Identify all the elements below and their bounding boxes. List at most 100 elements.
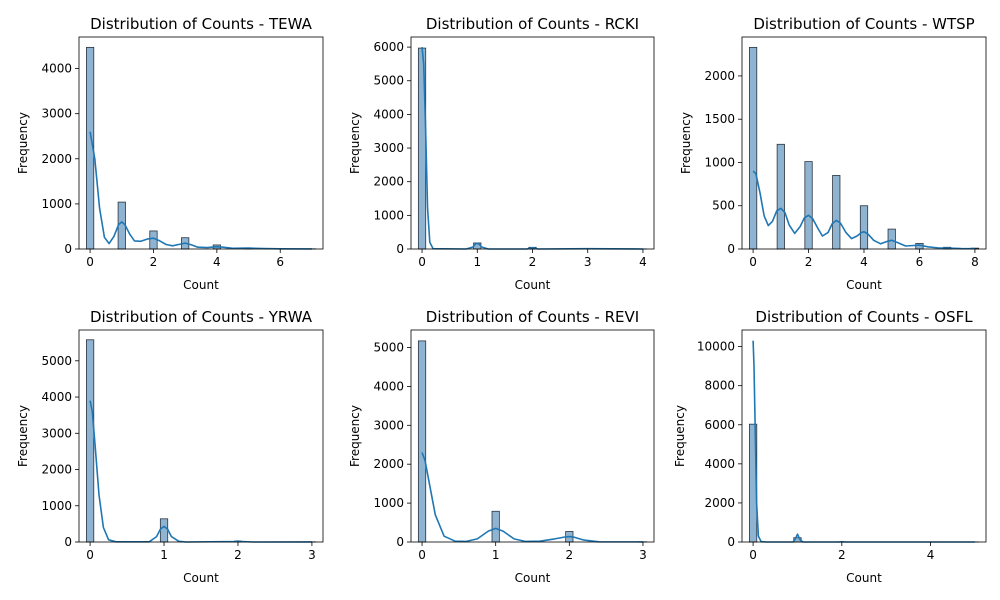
x-tick-label: 4 (860, 255, 868, 269)
y-tick-label: 2000 (41, 463, 72, 477)
y-tick-label: 4000 (41, 390, 72, 404)
y-tick-label: 4000 (41, 62, 72, 76)
x-tick-label: 0 (749, 255, 757, 269)
histogram-bar (491, 510, 500, 543)
chart-panel: 0 2 4 6 8 0 500 1000 1500 2000 Distribution of Cou… (679, 15, 987, 292)
chart-title: Distribution of Counts - OSFL (755, 308, 973, 326)
y-tick-label: 8000 (704, 379, 735, 393)
x-tick-label: 4 (213, 255, 221, 269)
histogram-bar (117, 201, 126, 250)
histogram-bar (85, 339, 95, 543)
chart-title: Distribution of Counts - WTSP (753, 15, 974, 33)
y-tick-label: 10000 (697, 340, 735, 354)
x-tick-label: 8 (971, 255, 979, 269)
chart-panel: 0 2 4 0 2000 4000 6000 8000 10000 Distribution of… (673, 308, 987, 585)
x-tick-label: 6 (916, 255, 924, 269)
y-axis-label: Frequency (16, 112, 30, 174)
x-tick-label: 2 (565, 548, 573, 562)
y-axis-label: Frequency (673, 405, 687, 467)
y-tick-label: 1000 (704, 155, 735, 169)
y-tick-label: 6000 (373, 40, 404, 54)
x-tick-label: 1 (160, 548, 168, 562)
y-tick-label: 5000 (373, 341, 404, 355)
x-axis-label: Count (183, 278, 219, 292)
y-tick-label: 4000 (373, 107, 404, 121)
y-tick-label: 5000 (41, 354, 72, 368)
histogram-bar (748, 46, 758, 250)
kde-line (421, 452, 644, 543)
y-tick-label: 2000 (373, 457, 404, 471)
y-tick-label: 6000 (704, 418, 735, 432)
kde-line (89, 400, 312, 543)
y-tick-label: 0 (727, 242, 735, 256)
chart-panel: 0 1 2 3 4 0 1000 2000 3000 4000 5000 6000 Distributi… (348, 15, 655, 292)
x-tick-label: 6 (276, 255, 284, 269)
y-tick-label: 3000 (41, 426, 72, 440)
y-tick-label: 4000 (373, 379, 404, 393)
y-tick-label: 500 (712, 199, 735, 213)
x-tick-label: 2 (150, 255, 158, 269)
chart-panel: 0 1 2 3 0 1000 2000 3000 4000 5000 Distribution of… (16, 308, 324, 585)
y-tick-label: 1500 (704, 112, 735, 126)
axes-frame (78, 329, 324, 543)
chart-title: Distribution of Counts - REVI (426, 308, 639, 326)
axes-frame (410, 36, 655, 250)
x-tick-label: 4 (927, 548, 935, 562)
y-tick-label: 0 (64, 242, 72, 256)
axes-frame (741, 329, 987, 543)
x-axis-label: Count (846, 571, 882, 585)
y-tick-label: 2000 (704, 69, 735, 83)
y-tick-label: 1000 (41, 197, 72, 211)
y-tick-label: 0 (396, 242, 404, 256)
y-tick-label: 2000 (41, 152, 72, 166)
y-axis-label: Frequency (16, 405, 30, 467)
x-tick-label: 1 (473, 255, 481, 269)
histogram-bar (159, 518, 169, 543)
x-tick-label: 1 (492, 548, 500, 562)
x-tick-label: 2 (529, 255, 537, 269)
x-tick-label: 2 (838, 548, 846, 562)
y-tick-label: 1000 (41, 499, 72, 513)
y-tick-label: 1000 (373, 208, 404, 222)
x-tick-label: 0 (418, 548, 426, 562)
chart-panel: 0 1 2 3 0 1000 2000 3000 4000 5000 Distribution of… (348, 308, 655, 585)
kde-line (752, 170, 975, 250)
kde-line (752, 340, 975, 543)
y-tick-label: 3000 (373, 141, 404, 155)
y-tick-label: 5000 (373, 74, 404, 88)
x-axis-label: Count (183, 571, 219, 585)
axes-frame (410, 329, 655, 543)
x-tick-label: 2 (234, 548, 242, 562)
y-axis-label: Frequency (348, 405, 362, 467)
y-tick-label: 2000 (704, 496, 735, 510)
kde-line (421, 47, 644, 250)
y-axis-label: Frequency (348, 112, 362, 174)
x-tick-label: 0 (86, 548, 94, 562)
x-tick-label: 3 (639, 548, 647, 562)
x-tick-label: 3 (308, 548, 316, 562)
y-tick-label: 1000 (373, 496, 404, 510)
y-tick-label: 3000 (41, 107, 72, 121)
axes-frame (78, 36, 324, 250)
x-tick-label: 0 (86, 255, 94, 269)
histogram-bar (776, 143, 785, 250)
histogram-bar (804, 161, 813, 250)
y-tick-label: 0 (64, 535, 72, 549)
y-axis-label: Frequency (679, 112, 693, 174)
histogram-bar (832, 175, 841, 250)
y-tick-label: 2000 (373, 175, 404, 189)
x-axis-label: Count (515, 278, 551, 292)
y-tick-label: 4000 (704, 457, 735, 471)
x-tick-label: 4 (639, 255, 647, 269)
histogram-bar (859, 205, 869, 250)
y-tick-label: 0 (396, 535, 404, 549)
histogram-bar (887, 228, 896, 250)
chart-title: Distribution of Counts - TEWA (90, 15, 312, 33)
x-tick-label: 0 (749, 548, 757, 562)
x-tick-label: 2 (805, 255, 813, 269)
y-tick-label: 3000 (373, 418, 404, 432)
chart-panel: 0 2 4 6 0 1000 2000 3000 4000 Distribution of Cou… (16, 15, 324, 292)
chart-title: Distribution of Counts - RCKI (426, 15, 639, 33)
chart-title: Distribution of Counts - YRWA (90, 308, 313, 326)
